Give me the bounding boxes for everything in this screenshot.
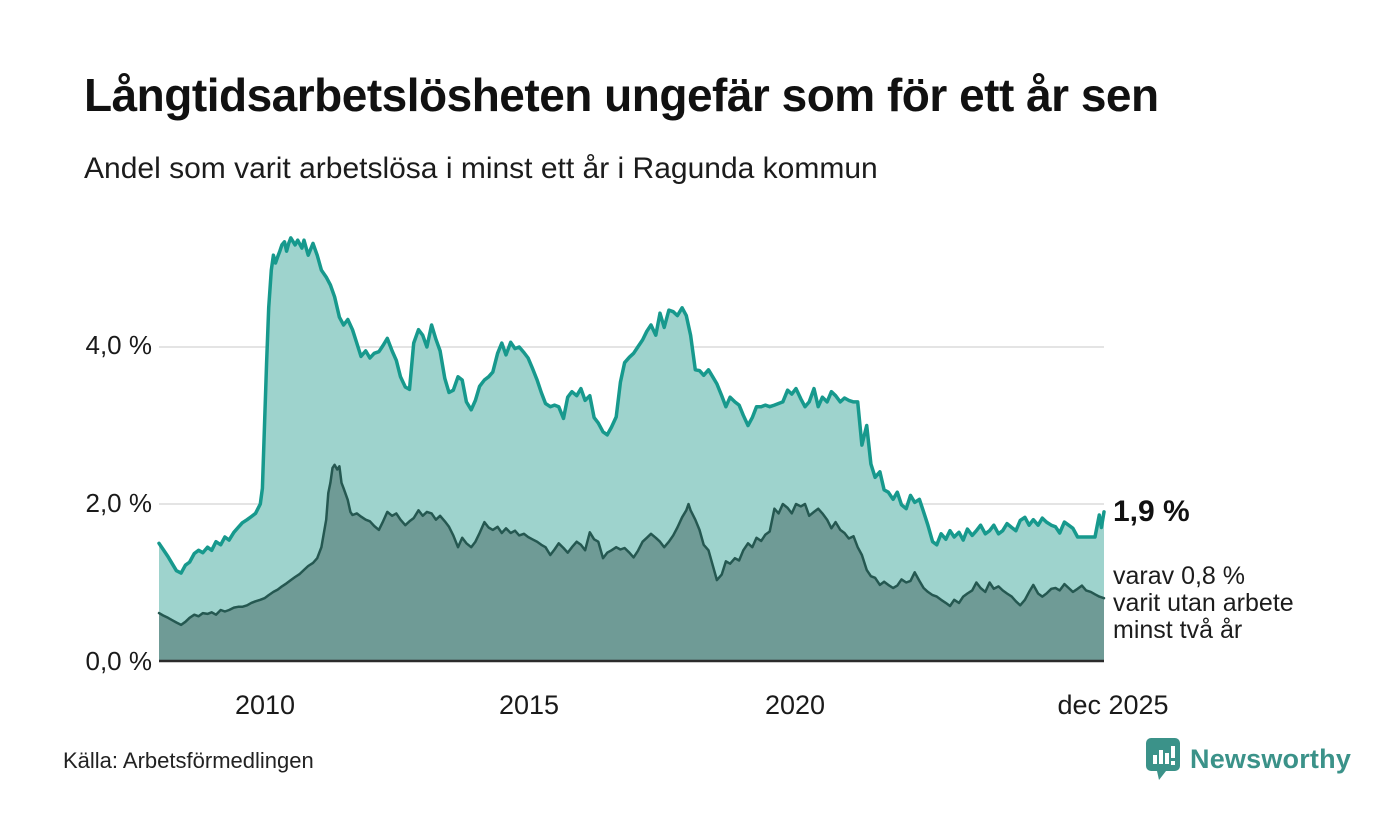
- secondary-annotation-line-3: minst två år: [1113, 616, 1243, 644]
- end-value-label: 1,9 %: [1113, 495, 1190, 528]
- y-axis-tick-0: 0,0 %: [85, 646, 153, 676]
- x-axis-tick-2010: 2010: [234, 690, 296, 720]
- y-axis-tick-2: 2,0 %: [85, 488, 153, 518]
- brand-logo: Newsworthy: [1146, 738, 1351, 780]
- x-axis-tick-2015: 2015: [498, 690, 560, 720]
- page-title: Långtidsarbetslösheten ungefär som för e…: [84, 69, 1159, 121]
- secondary-annotation-line-1: varav 0,8 %: [1113, 562, 1246, 590]
- chart-subtitle: Andel som varit arbetslösa i minst ett å…: [84, 152, 878, 185]
- newsworthy-bubble-icon: [1146, 738, 1180, 780]
- x-axis-tick-2020: 2020: [764, 690, 826, 720]
- secondary-annotation-line-2: varit utan arbete: [1113, 589, 1294, 617]
- y-axis-tick-4: 4,0 %: [85, 330, 153, 360]
- source-attribution: Källa: Arbetsförmedlingen: [63, 748, 314, 773]
- brand-name: Newsworthy: [1190, 743, 1352, 774]
- x-axis-tick-dec-2025: dec 2025: [1057, 690, 1169, 720]
